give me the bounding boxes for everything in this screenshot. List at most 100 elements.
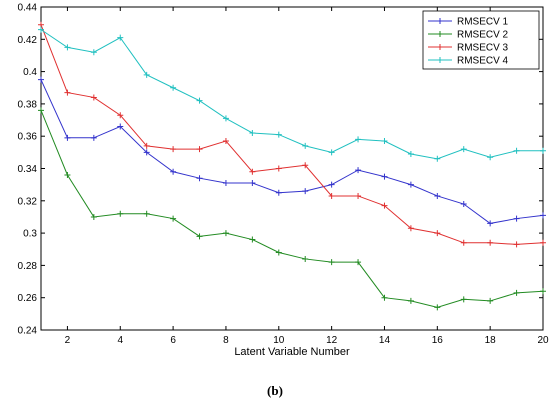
data-point [460,201,467,208]
data-point [407,150,414,157]
x-tick-label: 16 [432,335,444,346]
series-line [40,29,543,160]
data-point [38,107,44,114]
data-point [117,112,124,119]
data-point [170,84,177,91]
y-tick-label: 0.34 [18,164,38,175]
y-tick-label: 0.4 [23,67,37,78]
data-point [275,249,282,256]
legend-label: RMSECV 4 [457,56,509,67]
data-point [170,146,177,153]
data-point [143,142,150,149]
legend-label: RMSECV 3 [457,43,509,54]
series-layer [38,21,546,311]
data-point [302,142,309,149]
data-point [170,215,177,222]
y-tick-label: 0.38 [18,99,38,110]
data-point [434,230,441,237]
data-point [302,255,309,262]
legend-entry: RMSECV 1 [428,17,509,28]
legend-entry: RMSECV 2 [428,30,509,41]
data-point [143,71,150,78]
data-point [434,304,441,311]
y-tick-label: 0.3 [23,229,37,240]
x-tick-label: 14 [379,335,391,346]
data-point [90,134,97,141]
legend-marker [437,44,443,50]
data-point [38,26,44,33]
legend-marker [437,31,443,37]
data-point [275,165,282,172]
data-point [540,212,546,219]
x-tick-label: 20 [537,335,549,346]
legend-label: RMSECV 2 [457,30,509,41]
figure-caption: (b) [267,383,283,398]
data-point [407,181,414,188]
y-tick-label: 0.26 [18,293,38,304]
data-point [355,259,362,266]
x-tick-label: 6 [170,335,176,346]
data-point [487,297,494,304]
data-point [355,192,362,199]
data-point [513,241,520,248]
data-point [355,167,362,174]
legend-label: RMSECV 1 [457,17,509,28]
data-point [328,149,335,156]
data-point [302,188,309,195]
legend: RMSECV 1 RMSECV 2 RMSECV 3 RMSECV 4 [422,10,540,70]
data-point [38,76,44,83]
data-point [196,97,203,104]
data-point [460,239,467,246]
data-point [90,213,97,220]
data-point [513,147,520,154]
x-tick-label: 12 [326,335,338,346]
series-1 [38,76,546,227]
data-point [328,259,335,266]
data-point [170,168,177,175]
data-point [275,131,282,138]
data-point [222,180,229,187]
data-point [249,168,256,175]
data-point [434,192,441,199]
data-point [328,192,335,199]
y-tick-label: 0.24 [18,326,38,337]
y-tick-label: 0.36 [18,132,38,143]
data-point [328,181,335,188]
legend-marker [437,18,443,24]
data-point [222,138,229,145]
legend-entry: RMSECV 3 [428,43,509,54]
data-point [196,233,203,240]
data-point [407,297,414,304]
data-point [381,173,388,180]
y-tick-label: 0.28 [18,261,38,272]
data-point [513,215,520,222]
series-4 [38,26,546,162]
x-tick-label: 4 [117,335,123,346]
data-point [222,115,229,122]
x-tick-label: 8 [223,335,229,346]
data-point [196,175,203,182]
data-point [487,239,494,246]
data-point [64,171,71,178]
data-point [487,220,494,227]
data-point [487,154,494,161]
data-point [302,162,309,169]
x-tick-label: 10 [273,335,285,346]
y-tick-label: 0.42 [18,35,38,46]
data-point [381,138,388,145]
series-line [40,24,544,245]
data-point [143,149,150,156]
series-line [40,79,544,224]
data-point [355,136,362,143]
y-tick-label: 0.32 [18,196,38,207]
data-point [222,230,229,237]
data-point [434,155,441,162]
data-point [196,146,203,153]
data-point [275,189,282,196]
data-point [117,123,124,130]
data-point [249,180,256,187]
data-point [249,236,256,243]
y-tick-label: 0.44 [18,3,38,14]
data-point [249,129,256,136]
